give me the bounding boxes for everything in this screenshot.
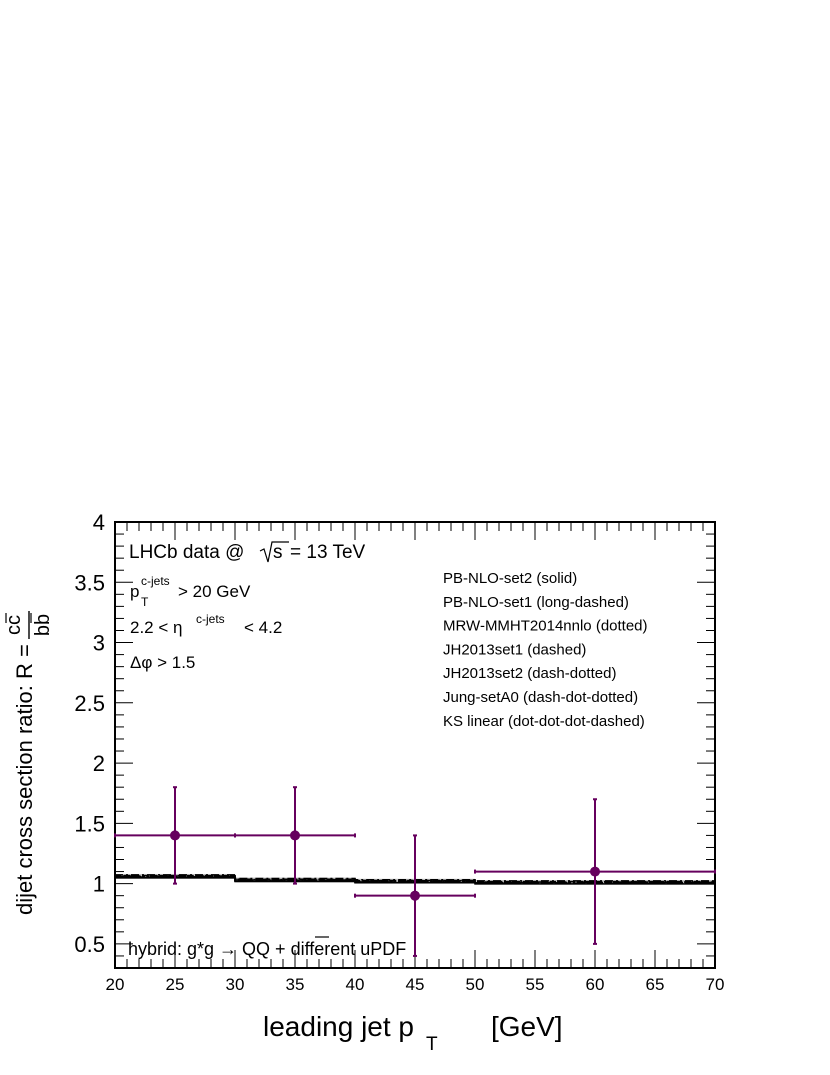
x-tick-label: 40 <box>346 975 365 994</box>
x-axis-label-unit: [GeV] <box>491 1011 563 1042</box>
y-axis-label-den: bb <box>32 614 54 636</box>
data-points <box>114 786 716 957</box>
x-tick-label: 70 <box>706 975 725 994</box>
data-point <box>234 786 356 885</box>
y-tick-label: 1.5 <box>74 811 105 836</box>
x-tick-label: 45 <box>406 975 425 994</box>
y-tick-labels: 0.5 1 1.5 2 2.5 3 3.5 4 <box>74 510 105 957</box>
cut-pt-rest: > 20 GeV <box>178 582 251 601</box>
legend-entry: Jung-setA0 (dash-dot-dotted) <box>443 689 638 706</box>
y-axis-label-text: dijet cross section ratio: R = <box>12 644 37 915</box>
x-axis-label-sub: T <box>426 1034 438 1055</box>
legend-entry: MRW-MMHT2014nnlo (dotted) <box>443 618 648 635</box>
y-tick-label: 3 <box>93 631 105 656</box>
x-axis-label-text: leading jet p <box>263 1011 414 1042</box>
cut-eta-sup: c-jets <box>196 612 225 626</box>
legend: PB-NLO-set2 (solid) PB-NLO-set1 (long-das… <box>443 570 648 730</box>
x-tick-label: 30 <box>226 975 245 994</box>
legend-entry: PB-NLO-set2 (solid) <box>443 570 577 587</box>
x-tick-label: 20 <box>106 975 125 994</box>
y-tick-label: 2 <box>93 751 105 776</box>
data-marker <box>590 866 600 877</box>
annotation-sqrt-s: s <box>273 542 283 563</box>
annotation-pt-cut: p T c-jets > 20 GeV <box>130 574 251 609</box>
data-marker <box>290 830 300 841</box>
data-marker <box>170 830 180 841</box>
y-tick-label: 4 <box>93 510 105 535</box>
cut-pt-sup: c-jets <box>141 574 170 588</box>
sqrt-icon <box>259 541 289 563</box>
y-tick-label: 1 <box>93 872 105 897</box>
annotation-hybrid: hybrid: g*g → QQ + different uPDF <box>128 936 406 959</box>
annotation-eta-cut: 2.2 < η c-jets < 4.2 <box>130 612 282 637</box>
legend-entry: PB-NLO-set1 (long-dashed) <box>443 594 629 611</box>
hybrid-label: hybrid: g*g → QQ + different uPDF <box>128 939 406 959</box>
annotation-lhcb: LHCb data @ s = 13 TeV <box>129 541 366 563</box>
legend-entry: JH2013set1 (dashed) <box>443 641 586 658</box>
x-tick-label: 60 <box>586 975 605 994</box>
cut-pt-main: p <box>130 582 139 601</box>
x-tick-labels: 20 25 30 35 40 45 50 55 60 65 70 <box>106 975 725 994</box>
legend-entry: KS linear (dot-dot-dot-dashed) <box>443 713 645 730</box>
data-point <box>474 798 716 945</box>
data-marker <box>410 890 420 901</box>
x-axis-label: leading jet p T [GeV] <box>263 1011 563 1055</box>
data-point <box>114 786 236 885</box>
x-tick-label: 65 <box>646 975 665 994</box>
y-tick-label: 0.5 <box>74 932 105 957</box>
y-axis-label: dijet cross section ratio: R = cc bb <box>3 611 54 915</box>
annotation-title: LHCb data @ <box>129 542 244 563</box>
y-tick-label: 3.5 <box>74 570 105 595</box>
theory-curve <box>115 875 715 883</box>
annotation-phi-cut: Δφ > 1.5 <box>130 653 195 672</box>
cut-eta-right: < 4.2 <box>244 618 282 637</box>
y-tick-label: 2.5 <box>74 691 105 716</box>
x-tick-label: 55 <box>526 975 545 994</box>
x-tick-label: 50 <box>466 975 485 994</box>
annotation-energy: = 13 TeV <box>290 542 366 563</box>
y-axis-label-num: cc <box>3 615 25 635</box>
cut-pt-sub: T <box>141 595 149 609</box>
legend-entry: JH2013set2 (dash-dotted) <box>443 665 616 682</box>
x-tick-label: 35 <box>286 975 305 994</box>
x-tick-label: 25 <box>166 975 185 994</box>
cut-eta-left: 2.2 < η <box>130 618 182 637</box>
data-point <box>354 834 476 957</box>
